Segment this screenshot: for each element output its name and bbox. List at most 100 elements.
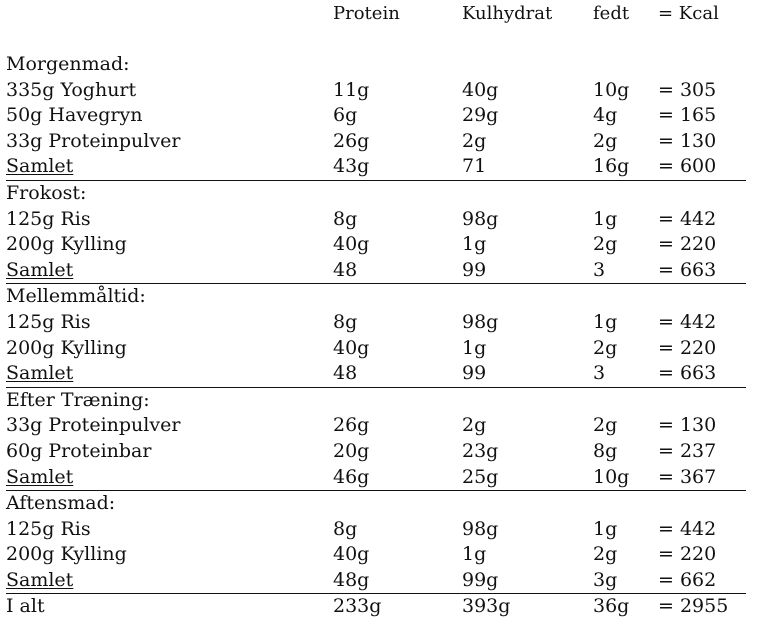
food-row-carb: 98g — [462, 207, 499, 230]
food-row-fat: 1g — [593, 517, 618, 540]
section-title-text: Mellemmåltid: — [6, 285, 146, 308]
header-carb: Kulhydrat — [462, 3, 553, 24]
food-row-label: 335g Yoghurt — [6, 78, 137, 101]
food-row-label: 200g Kylling — [6, 233, 127, 256]
subtotal-row-protein: 43g — [333, 155, 370, 178]
food-row-kcal: = 165 — [658, 104, 717, 127]
food-row: 335g Yoghurt 11g 40g 10g = 305 — [6, 78, 746, 104]
nutrition-table: Protein Kulhydrat fedt = Kcal Morgenmad:… — [6, 0, 746, 620]
food-row-label: 200g Kylling — [6, 336, 127, 359]
food-row-kcal: = 130 — [658, 129, 717, 152]
food-row: 125g Ris 8g 98g 1g = 442 — [6, 207, 746, 233]
grand-total-fat: 36g — [593, 595, 630, 618]
subtotal-row: Samlet 46g 25g 10g = 367 — [6, 465, 746, 492]
food-row-label: 125g Ris — [6, 207, 91, 230]
subtotal-row-protein: 48 — [333, 362, 358, 385]
food-row-carb: 2g — [462, 129, 487, 152]
subtotal-row-protein: 46g — [333, 465, 370, 488]
subtotal-row-fat: 3 — [593, 362, 606, 385]
food-row-fat: 8g — [593, 439, 618, 462]
subtotal-row-label: Samlet — [6, 258, 74, 281]
grand-total-row: I alt 233g 393g 36g = 2955 — [6, 594, 746, 620]
section-title: Efter Træning: — [6, 388, 746, 414]
subtotal-row-carb: 99 — [462, 362, 487, 385]
food-row-kcal: = 442 — [658, 310, 717, 333]
food-row: 125g Ris 8g 98g 1g = 442 — [6, 517, 746, 543]
grand-total-kcal: = 2955 — [658, 595, 729, 618]
food-row-carb: 1g — [462, 336, 487, 359]
food-row-kcal: = 220 — [658, 233, 717, 256]
food-row: 50g Havegryn 6g 29g 4g = 165 — [6, 103, 746, 129]
food-row-carb: 98g — [462, 310, 499, 333]
subtotal-row-kcal: = 367 — [658, 465, 717, 488]
section-title: Frokost: — [6, 181, 746, 207]
subtotal-row-kcal: = 600 — [658, 155, 717, 178]
section-title: Aftensmad: — [6, 491, 746, 517]
food-row: 125g Ris 8g 98g 1g = 442 — [6, 310, 746, 336]
food-row-label: 125g Ris — [6, 310, 91, 333]
subtotal-row-fat: 3 — [593, 258, 606, 281]
food-row-carb: 29g — [462, 104, 499, 127]
food-row-kcal: = 130 — [658, 414, 717, 437]
food-row-protein: 6g — [333, 104, 358, 127]
food-row-fat: 1g — [593, 310, 618, 333]
food-row-fat: 2g — [593, 336, 618, 359]
subtotal-row-fat: 3g — [593, 568, 618, 591]
food-row-kcal: = 220 — [658, 336, 717, 359]
subtotal-row-carb: 71 — [462, 155, 487, 178]
section-title-text: Frokost: — [6, 181, 87, 204]
food-row-protein: 26g — [333, 414, 370, 437]
subtotal-row-label: Samlet — [6, 362, 74, 385]
subtotal-row-carb: 25g — [462, 465, 499, 488]
food-row-carb: 98g — [462, 517, 499, 540]
subtotal-row-label: Samlet — [6, 155, 74, 178]
subtotal-row-protein: 48 — [333, 258, 358, 281]
grand-total-protein: 233g — [333, 595, 382, 618]
food-row-protein: 40g — [333, 233, 370, 256]
food-row: 200g Kylling 40g 1g 2g = 220 — [6, 336, 746, 362]
grand-total-label: I alt — [6, 595, 45, 618]
header-spacer — [6, 28, 746, 52]
section-title: Morgenmad: — [6, 52, 746, 78]
food-row-protein: 8g — [333, 207, 358, 230]
food-row-protein: 8g — [333, 517, 358, 540]
food-row-fat: 1g — [593, 207, 618, 230]
food-row-fat: 2g — [593, 414, 618, 437]
food-row-label: 33g Proteinpulver — [6, 414, 181, 437]
subtotal-row-fat: 16g — [593, 155, 630, 178]
subtotal-row-label: Samlet — [6, 568, 74, 591]
subtotal-row-label: Samlet — [6, 465, 74, 488]
food-row-label: 50g Havegryn — [6, 104, 143, 127]
food-row-fat: 2g — [593, 129, 618, 152]
food-row-carb: 23g — [462, 439, 499, 462]
food-row-carb: 40g — [462, 78, 499, 101]
subtotal-row-kcal: = 662 — [658, 568, 717, 591]
food-row-fat: 10g — [593, 78, 630, 101]
food-row: 200g Kylling 40g 1g 2g = 220 — [6, 232, 746, 258]
grand-total-carb: 393g — [462, 595, 511, 618]
food-row-carb: 2g — [462, 414, 487, 437]
subtotal-row: Samlet 48 99 3 = 663 — [6, 258, 746, 285]
food-row: 33g Proteinpulver 26g 2g 2g = 130 — [6, 413, 746, 439]
food-row-protein: 11g — [333, 78, 370, 101]
food-row-label: 125g Ris — [6, 517, 91, 540]
food-row-protein: 8g — [333, 310, 358, 333]
subtotal-row: Samlet 48g 99g 3g = 662 — [6, 568, 746, 595]
food-row-protein: 20g — [333, 439, 370, 462]
subtotal-row-carb: 99g — [462, 568, 499, 591]
header-protein: Protein — [333, 3, 400, 24]
subtotal-row-fat: 10g — [593, 465, 630, 488]
header-fat: fedt — [593, 3, 630, 24]
subtotal-row-kcal: = 663 — [658, 362, 717, 385]
food-row-label: 33g Proteinpulver — [6, 129, 181, 152]
subtotal-row: Samlet 43g 71 16g = 600 — [6, 154, 746, 181]
section-title-text: Aftensmad: — [6, 492, 116, 515]
food-row-fat: 2g — [593, 233, 618, 256]
food-row-fat: 4g — [593, 104, 618, 127]
subtotal-row-protein: 48g — [333, 568, 370, 591]
header-kcal: = Kcal — [658, 3, 719, 24]
food-row-protein: 40g — [333, 543, 370, 566]
section-title: Mellemmåltid: — [6, 284, 746, 310]
column-header-row: Protein Kulhydrat fedt = Kcal — [6, 0, 746, 28]
food-row-label: 60g Proteinbar — [6, 439, 152, 462]
